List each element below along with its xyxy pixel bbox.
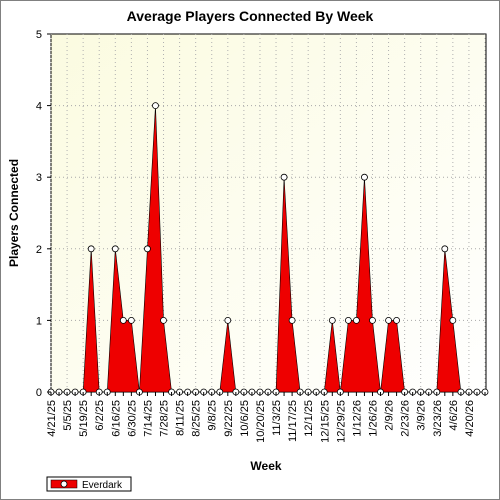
x-tick-label: 4/6/26 bbox=[448, 400, 460, 431]
data-point bbox=[353, 316, 360, 324]
y-tick-label: 3 bbox=[36, 172, 42, 184]
data-point bbox=[144, 245, 151, 253]
y-tick-label: 0 bbox=[36, 387, 42, 399]
chart-title: Average Players Connected By Week bbox=[126, 8, 374, 24]
x-tick-label: 6/30/25 bbox=[126, 400, 138, 437]
x-tick-label: 5/19/25 bbox=[78, 400, 90, 437]
data-point bbox=[127, 316, 135, 324]
x-tick-label: 3/23/26 bbox=[432, 400, 444, 437]
data-point bbox=[87, 245, 95, 253]
data-point bbox=[119, 316, 127, 324]
x-axis-label: Week bbox=[250, 459, 281, 473]
data-point bbox=[280, 173, 288, 181]
data-point bbox=[449, 316, 457, 324]
x-tick-label: 9/8/25 bbox=[207, 400, 219, 431]
y-axis-label: Players Connected bbox=[7, 159, 21, 267]
data-point bbox=[152, 102, 159, 109]
y-tick-label: 4 bbox=[36, 101, 42, 113]
data-point bbox=[441, 245, 449, 253]
legend-label-everdark: Everdark bbox=[82, 480, 123, 491]
y-axis-ticks: 0 1 2 3 4 5 bbox=[36, 29, 51, 399]
x-tick-label: 9/22/25 bbox=[223, 400, 235, 437]
data-point bbox=[369, 316, 376, 324]
data-point bbox=[224, 316, 232, 324]
x-tick-label: 2/23/26 bbox=[400, 400, 412, 437]
x-tick-label: 1/26/26 bbox=[367, 400, 379, 437]
data-point bbox=[328, 316, 336, 324]
y-tick-label: 2 bbox=[36, 244, 42, 256]
data-point bbox=[160, 316, 167, 324]
y-tick-label: 1 bbox=[36, 315, 42, 327]
x-tick-label: 5/5/25 bbox=[62, 400, 74, 431]
data-point bbox=[361, 173, 368, 181]
data-point bbox=[344, 316, 352, 324]
x-tick-label: 10/6/25 bbox=[239, 400, 251, 437]
x-tick-label: 11/3/25 bbox=[271, 400, 283, 436]
data-point bbox=[288, 316, 296, 324]
data-point bbox=[111, 245, 119, 253]
legend: Everdark bbox=[46, 476, 132, 492]
x-tick-label: 4/21/25 bbox=[46, 400, 58, 437]
x-tick-label: 10/20/25 bbox=[255, 400, 267, 443]
x-tick-label: 1/12/26 bbox=[351, 400, 363, 437]
x-tick-label: 6/2/25 bbox=[94, 400, 106, 431]
x-tick-label: 12/29/25 bbox=[335, 400, 347, 443]
x-tick-label: 8/11/25 bbox=[175, 400, 187, 436]
x-tick-label: 6/16/25 bbox=[110, 400, 122, 437]
x-axis-ticks: 4/21/25 5/5/25 5/19/25 6/2/25 6/16/25 6/30/25… bbox=[46, 392, 486, 443]
x-tick-label: 12/1/25 bbox=[303, 400, 315, 437]
data-point bbox=[393, 316, 400, 324]
x-tick-label: 12/15/25 bbox=[319, 400, 331, 443]
y-tick-label: 5 bbox=[36, 29, 42, 41]
x-tick-label: 7/14/25 bbox=[142, 400, 154, 437]
x-tick-label: 3/9/26 bbox=[416, 400, 428, 431]
data-point bbox=[385, 316, 392, 324]
x-tick-label: 2/9/26 bbox=[384, 400, 396, 431]
x-tick-label: 11/17/25 bbox=[287, 400, 299, 442]
legend-marker-icon bbox=[60, 480, 68, 488]
x-tick-label: 8/25/25 bbox=[191, 400, 203, 437]
x-tick-label: 7/28/25 bbox=[159, 400, 171, 437]
x-tick-label: 4/20/26 bbox=[464, 400, 476, 437]
